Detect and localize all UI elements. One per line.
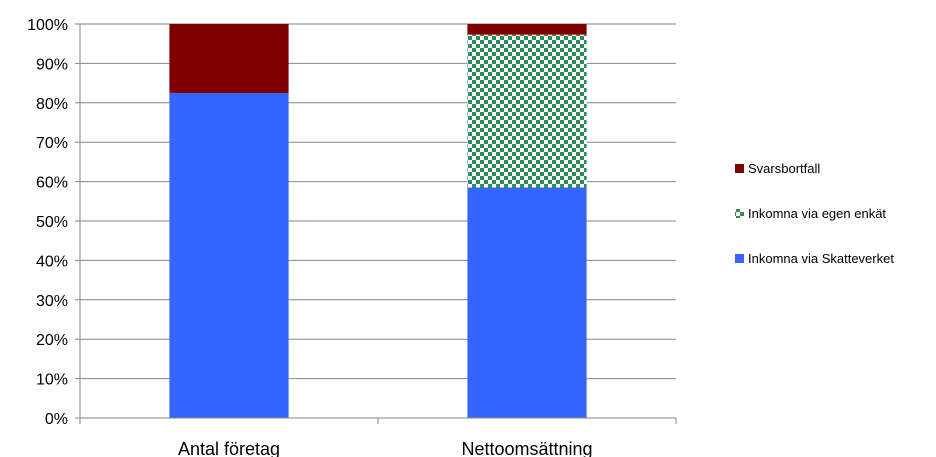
y-tick-label: 80% — [36, 96, 68, 113]
legend-swatch — [735, 209, 744, 218]
y-tick-label: 10% — [36, 372, 68, 389]
axes — [75, 23, 677, 424]
bar-segment — [169, 92, 289, 418]
legend-label: Inkomna via Skatteverket — [748, 251, 894, 266]
legend: Svarsbortfall Inkomna via egen enkät Inkom… — [735, 161, 894, 266]
x-category-label: Nettoomsättning — [461, 439, 592, 457]
bars — [169, 24, 587, 418]
x-category-labels: Antal företag Nettoomsättning — [178, 439, 593, 457]
y-tick-label: 60% — [36, 175, 68, 192]
y-tick-label: 100% — [27, 17, 68, 34]
y-tick-labels: 0% 10% 20% 30% 40% 50% 60% 70% 80% 90% 100% — [27, 17, 68, 428]
bar-segment — [467, 187, 587, 418]
legend-swatch — [735, 254, 744, 263]
legend-label: Svarsbortfall — [748, 161, 820, 176]
bar-segment — [467, 34, 587, 188]
bar-segment — [169, 24, 289, 93]
y-tick-label: 50% — [36, 214, 68, 231]
y-tick-label: 70% — [36, 135, 68, 152]
x-category-label: Antal företag — [178, 439, 280, 457]
y-tick-label: 20% — [36, 332, 68, 349]
y-tick-label: 30% — [36, 293, 68, 310]
y-tick-label: 0% — [45, 411, 68, 428]
y-tick-label: 90% — [36, 56, 68, 73]
legend-swatch — [735, 164, 744, 173]
bar-segment — [467, 24, 587, 35]
y-tick-label: 40% — [36, 253, 68, 270]
legend-label: Inkomna via egen enkät — [748, 206, 886, 221]
